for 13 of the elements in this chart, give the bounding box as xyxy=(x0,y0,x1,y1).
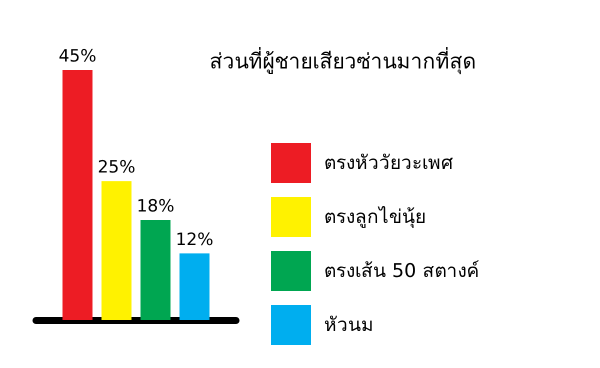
legend-label: ตรงเส้น 50 สตางค์ xyxy=(324,260,480,282)
bar xyxy=(140,220,170,320)
data-label: 25% xyxy=(98,158,136,178)
bar xyxy=(102,181,132,320)
legend-label: ตรงลูกไข่นุ้ย xyxy=(324,206,426,229)
bar xyxy=(180,253,210,320)
data-label: 18% xyxy=(136,196,174,216)
data-label: 45% xyxy=(58,46,96,66)
bar xyxy=(62,70,92,320)
data-label: 12% xyxy=(176,230,214,250)
legend-label: ตรงหัววัยวะเพศ xyxy=(324,152,453,174)
text: ส่วนที่ผู้ชายเสียวซ่านมากที่สุด xyxy=(210,46,476,74)
legend-label: หัวนม xyxy=(324,314,374,336)
